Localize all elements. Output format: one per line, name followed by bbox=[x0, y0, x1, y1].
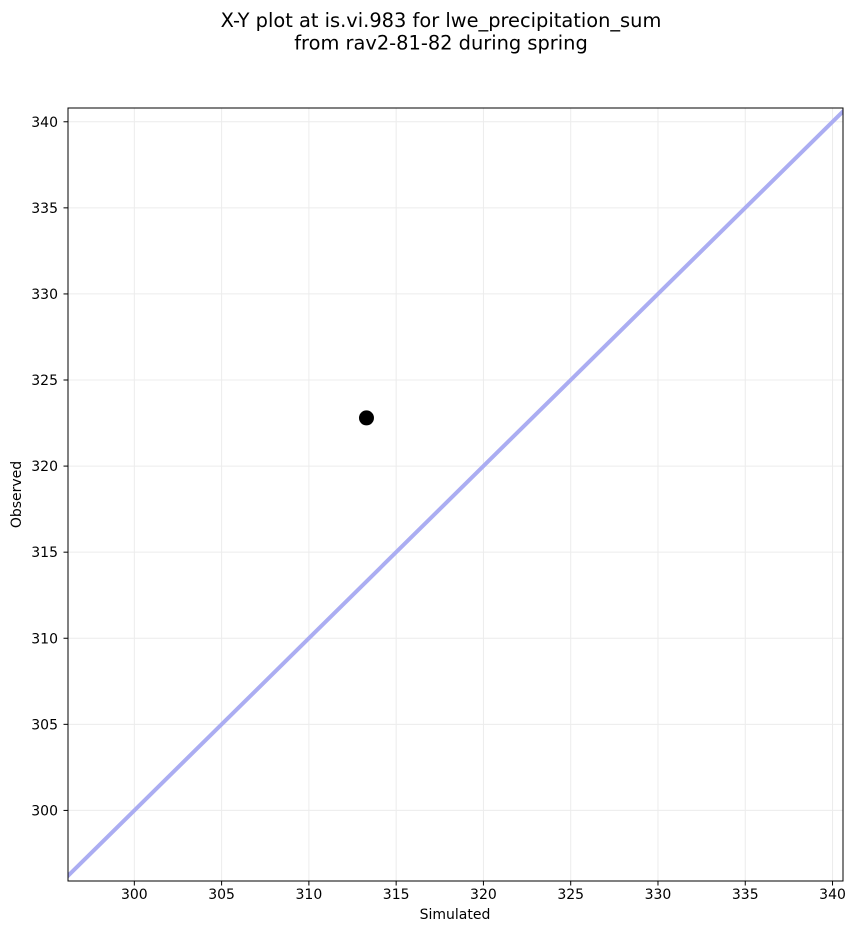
y-tick-label: 320 bbox=[31, 459, 58, 475]
scatter-layer bbox=[358, 410, 374, 426]
chart-title-line1: X-Y plot at is.vi.983 for lwe_precipitat… bbox=[221, 9, 662, 32]
grid-layer bbox=[68, 108, 843, 881]
y-tick-label: 325 bbox=[31, 373, 58, 389]
tick-layer: 300 305 310 315 320 325 330 335 340 300 305 310 315 3… bbox=[31, 115, 846, 903]
x-tick-label: 320 bbox=[470, 887, 497, 903]
identity-line bbox=[68, 108, 843, 879]
x-tick-label: 305 bbox=[208, 887, 235, 903]
identity-line-layer bbox=[68, 108, 843, 879]
y-tick-label: 315 bbox=[31, 545, 58, 561]
chart-title-line2: from rav2-81-82 during spring bbox=[294, 32, 588, 55]
y-tick-label: 335 bbox=[31, 201, 58, 217]
y-tick-label: 305 bbox=[31, 717, 58, 733]
axes-spines bbox=[67, 107, 844, 882]
y-tick-label: 330 bbox=[31, 287, 58, 303]
y-tick-label: 340 bbox=[31, 115, 58, 131]
x-axis-label: Simulated bbox=[420, 907, 491, 923]
x-tick-label: 335 bbox=[732, 887, 759, 903]
y-tick-label: 300 bbox=[31, 803, 58, 819]
x-tick-label: 340 bbox=[819, 887, 846, 903]
x-tick-label: 300 bbox=[121, 887, 148, 903]
x-tick-label: 325 bbox=[557, 887, 584, 903]
x-tick-label: 310 bbox=[296, 887, 323, 903]
y-axis-label: Observed bbox=[9, 461, 25, 528]
y-tick-label: 310 bbox=[31, 631, 58, 647]
data-point bbox=[358, 410, 374, 426]
x-tick-label: 315 bbox=[383, 887, 410, 903]
x-tick-label: 330 bbox=[645, 887, 672, 903]
